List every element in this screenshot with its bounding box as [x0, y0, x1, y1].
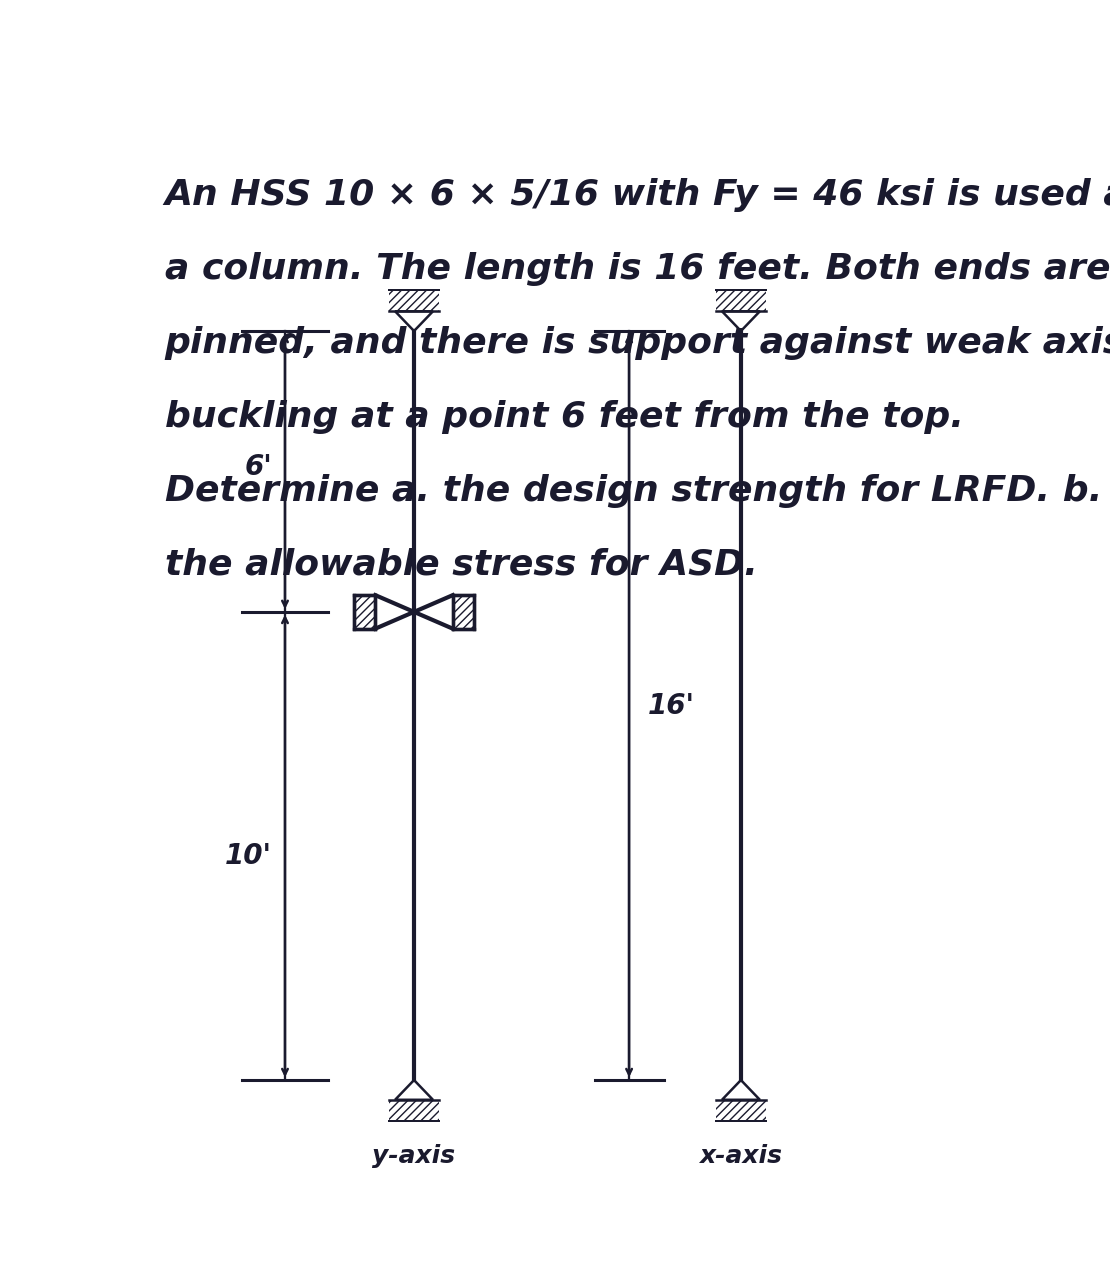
Bar	[390, 1100, 438, 1121]
Text: An HSS 10 × 6 × 5/16 with Fy = 46 ksi is used as: An HSS 10 × 6 × 5/16 with Fy = 46 ksi is…	[164, 178, 1110, 212]
Text: Determine a. the design strength for LRFD. b.: Determine a. the design strength for LRF…	[164, 474, 1102, 508]
Text: y-axis: y-axis	[373, 1144, 455, 1169]
Text: 10': 10'	[225, 842, 272, 870]
Bar	[716, 1100, 766, 1121]
Text: pinned, and there is support against weak axis: pinned, and there is support against wea…	[164, 326, 1110, 360]
Bar	[453, 595, 474, 628]
Text: x-axis: x-axis	[699, 1144, 783, 1169]
Text: buckling at a point 6 feet from the top.: buckling at a point 6 feet from the top.	[164, 399, 963, 434]
Text: 6': 6'	[244, 453, 272, 480]
Text: the allowable stress for ASD.: the allowable stress for ASD.	[164, 548, 757, 582]
Bar	[354, 595, 375, 628]
Text: 16': 16'	[648, 691, 695, 719]
Text: a column. The length is 16 feet. Both ends are: a column. The length is 16 feet. Both en…	[164, 252, 1110, 287]
Bar	[716, 289, 766, 311]
Bar	[390, 289, 438, 311]
